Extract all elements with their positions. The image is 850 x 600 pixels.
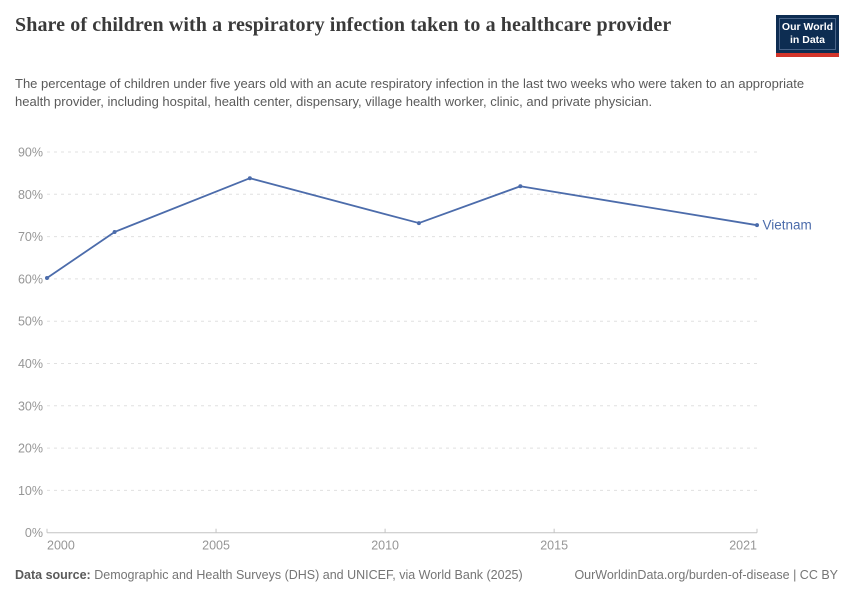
x-axis-tick-label: 2010 — [371, 539, 399, 553]
data-source-label: Data source: — [15, 568, 91, 582]
owid-logo-line1: Our World — [781, 21, 834, 33]
chart-subtitle: The percentage of children under five ye… — [15, 76, 805, 109]
x-axis-tick-label: 2021 — [729, 539, 757, 553]
owid-logo-text: Our World in Data — [779, 18, 836, 50]
owid-logo[interactable]: Our World in Data — [776, 15, 839, 57]
y-axis-tick-label: 60% — [18, 272, 43, 286]
data-point-2002[interactable] — [112, 229, 117, 234]
data-source-note: Data source: Demographic and Health Surv… — [15, 568, 523, 582]
owid-url-license[interactable]: OurWorldinData.org/burden-of-disease | C… — [574, 568, 838, 582]
y-axis-tick-label: 30% — [18, 399, 43, 413]
y-axis-tick-label: 70% — [18, 230, 43, 244]
data-point-2011[interactable] — [416, 221, 421, 226]
data-point-2000[interactable] — [45, 276, 49, 281]
y-axis-tick-label: 10% — [18, 484, 43, 498]
owid-logo-line2: in Data — [789, 34, 825, 46]
y-axis-tick-label: 20% — [18, 442, 43, 456]
data-source-text: Demographic and Health Surveys (DHS) and… — [94, 568, 523, 582]
x-axis-tick-label: 2000 — [47, 539, 75, 553]
y-axis-tick-label: 80% — [18, 188, 43, 202]
chart-footer: Data source: Demographic and Health Surv… — [15, 568, 838, 582]
y-axis-tick-label: 90% — [18, 146, 43, 160]
data-point-2021[interactable] — [755, 223, 759, 228]
x-axis-tick-label: 2005 — [202, 539, 230, 553]
data-point-2014[interactable] — [518, 184, 523, 189]
chart-title: Share of children with a respiratory inf… — [15, 14, 672, 36]
y-axis-tick-label: 50% — [18, 315, 43, 329]
data-point-2006[interactable] — [247, 176, 252, 181]
series-line-vietnam[interactable] — [46, 177, 758, 279]
series-end-label-vietnam[interactable]: Vietnam — [763, 218, 812, 233]
y-axis-tick-label: 0% — [25, 526, 43, 540]
x-axis-tick-label: 2015 — [540, 539, 568, 553]
y-axis-tick-label: 40% — [18, 357, 43, 371]
